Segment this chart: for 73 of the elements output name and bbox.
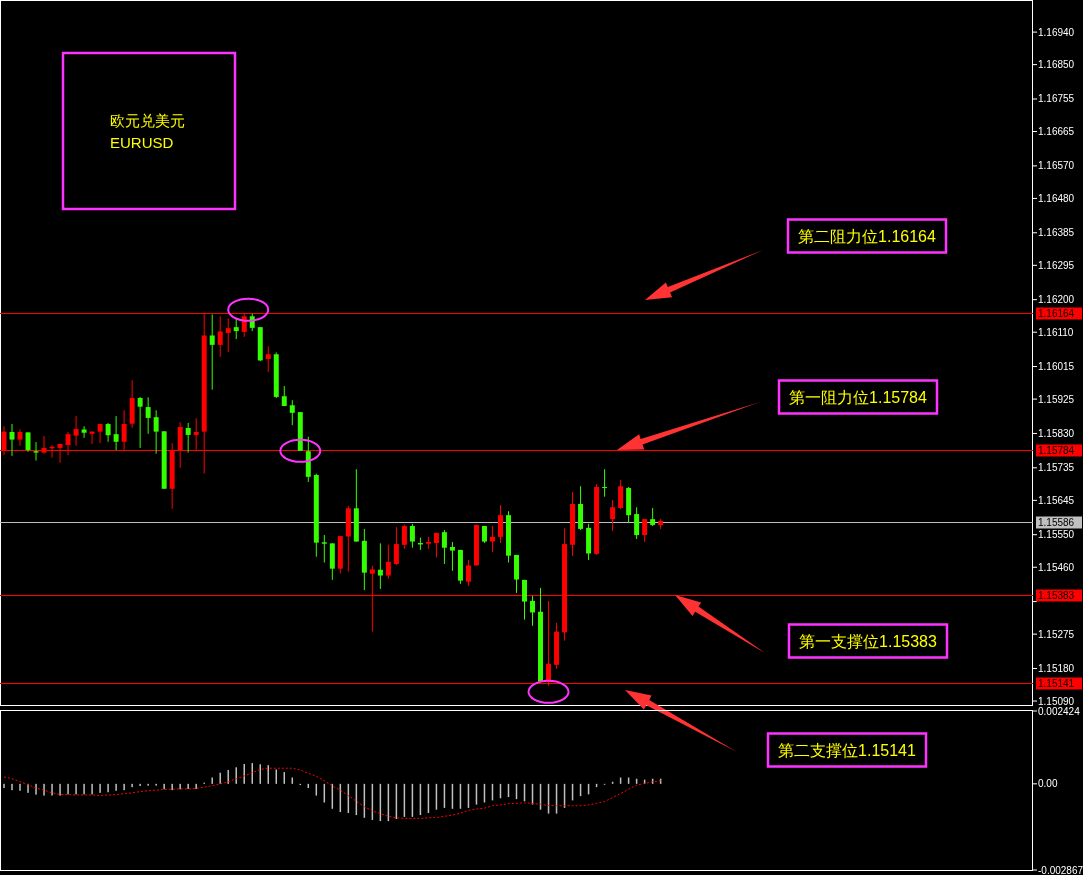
- y-tick-label: 1.16110: [1038, 326, 1074, 338]
- candlestick: [642, 518, 648, 543]
- candlestick: [225, 317, 231, 353]
- annotation: 第二支撑位1.15141: [778, 742, 917, 759]
- y-tick-label: 1.15735: [1038, 462, 1075, 474]
- candlestick: [401, 524, 407, 550]
- candlestick: [17, 428, 23, 447]
- candlestick: [265, 345, 271, 373]
- ref-line-label: 1.16164: [1038, 308, 1075, 319]
- candlestick: [385, 544, 391, 580]
- candlestick: [618, 479, 624, 510]
- candlestick: [610, 499, 616, 532]
- line-series: [3, 767, 662, 819]
- candlestick: [409, 523, 415, 549]
- candlestick: [489, 525, 495, 553]
- y-tick-label: 1.16480: [1038, 192, 1075, 204]
- y-tick-label: 1.15180: [1038, 662, 1075, 674]
- candlestick: [321, 534, 327, 564]
- annotation: 第一阻力位1.15784: [789, 389, 928, 406]
- y-tick-label: 1.15275: [1038, 628, 1075, 640]
- y-tick-label: 1.15645: [1038, 494, 1075, 506]
- title-box: 欧元兑美元 EURUSD: [61, 51, 237, 211]
- candlestick: [25, 431, 31, 453]
- ref-line-label: 1.15383: [1038, 590, 1075, 601]
- candlestick: [377, 542, 383, 590]
- y-tick-label: 0.00: [1038, 778, 1058, 790]
- candlestick: [602, 468, 608, 498]
- annotation: 第二阻力位1.16164: [798, 228, 937, 245]
- y-tick-label: 1.16015: [1038, 361, 1075, 373]
- candlestick: [81, 425, 87, 439]
- candlestick: [113, 415, 119, 451]
- candlestick: [89, 430, 95, 445]
- annotation: 第一支撑位1.15383: [799, 633, 938, 650]
- y-tick-label: -0.002867: [1038, 864, 1083, 875]
- candlestick: [97, 423, 103, 444]
- candlestick: [153, 409, 159, 455]
- candlestick: [289, 399, 295, 426]
- y-tick-label: 1.16200: [1038, 294, 1075, 306]
- ref-line-label: 1.15141: [1038, 678, 1075, 689]
- candlestick: [209, 313, 215, 391]
- candlestick: [650, 507, 656, 527]
- y-tick-label: 1.15830: [1038, 427, 1075, 439]
- candlestick: [281, 385, 287, 407]
- y-tick-label: 1.16665: [1038, 126, 1075, 138]
- candlestick: [530, 595, 535, 627]
- y-tick-label: 1.16295: [1038, 259, 1075, 271]
- candlestick: [433, 532, 439, 558]
- candlestick: [449, 541, 455, 572]
- candlestick: [217, 315, 223, 358]
- candlestick: [105, 422, 111, 443]
- candlestick: [441, 529, 447, 565]
- candlestick: [185, 422, 191, 454]
- ref-line-label: 1.15586: [1038, 517, 1075, 528]
- candlestick: [33, 441, 39, 462]
- y-tick-label: 1.16755: [1038, 93, 1075, 105]
- y-tick-label: 1.16850: [1038, 59, 1075, 71]
- candlestick: [137, 396, 143, 449]
- y-tick-label: 1.15550: [1038, 529, 1075, 541]
- y-tick-label: 1.15925: [1038, 393, 1075, 405]
- candlestick: [73, 415, 79, 447]
- candlestick: [145, 396, 151, 435]
- y-tick-label: 1.16940: [1038, 26, 1075, 38]
- candlestick: [634, 506, 640, 540]
- candlestick: [393, 526, 399, 566]
- y-tick-label: 1.16570: [1038, 160, 1075, 172]
- candlestick: [522, 579, 527, 621]
- y-tick-label: 1.16385: [1038, 227, 1075, 239]
- ref-line-label: 1.15784: [1038, 445, 1075, 456]
- candlestick: [498, 504, 503, 544]
- y-tick-label: 0.002424: [1038, 705, 1081, 717]
- y-tick-label: 1.15460: [1038, 561, 1075, 573]
- y-tick-label: 1.15090: [1038, 695, 1075, 707]
- candlestick: [465, 559, 471, 587]
